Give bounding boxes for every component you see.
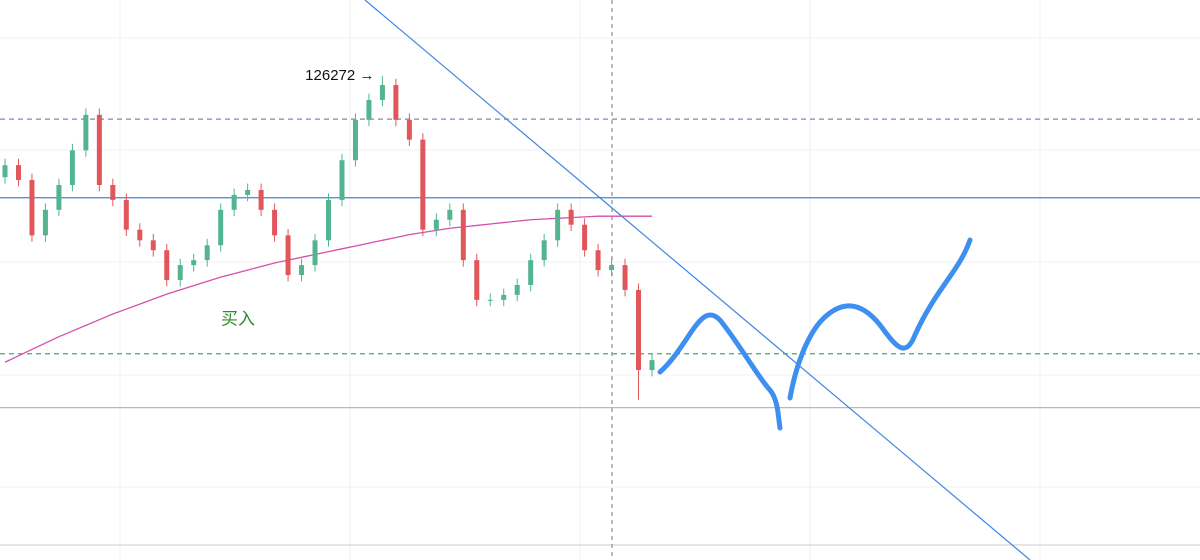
candle-body: [177, 265, 183, 280]
candle-body: [649, 360, 655, 371]
candle-body: [474, 260, 480, 300]
candle-body: [460, 209, 466, 261]
candle-body: [595, 250, 601, 271]
moving-average-line: [4, 215, 652, 363]
candle-body: [393, 85, 399, 120]
candle-body: [285, 235, 291, 276]
candle-body: [150, 240, 156, 251]
candle-body: [272, 209, 278, 236]
candle-body: [487, 299, 493, 301]
candle-body: [245, 189, 251, 195]
candle-body: [123, 199, 129, 230]
candle-body: [96, 114, 102, 186]
candle-body: [420, 139, 426, 230]
candle-body: [110, 185, 116, 200]
candle-body: [501, 294, 507, 300]
candle-body: [582, 224, 588, 251]
candle-body: [56, 185, 62, 210]
candle-body: [258, 189, 264, 210]
candle-body: [164, 250, 170, 280]
candle-body: [29, 180, 35, 236]
forecast-sketch: [657, 237, 973, 431]
candle-body: [339, 160, 345, 200]
candle-body: [326, 199, 331, 241]
candle-body: [191, 260, 197, 266]
candle-body: [514, 284, 520, 295]
peak-annotation: 126272 →: [305, 67, 374, 84]
candle-body: [231, 194, 237, 210]
candle-body: [541, 240, 547, 261]
candle-body: [433, 219, 439, 230]
buy-label: 买入: [221, 309, 255, 328]
candle-body: [204, 245, 210, 261]
trend-line: [364, 0, 1031, 560]
candle-body: [2, 165, 8, 178]
candle-body: [636, 289, 642, 371]
candle-body: [69, 150, 75, 186]
candle-body: [83, 114, 89, 151]
candle-body: [609, 265, 615, 271]
candle-body: [568, 209, 574, 225]
candle-body: [379, 85, 385, 100]
candle-body: [352, 119, 358, 161]
candle-body: [312, 240, 318, 266]
candle-body: [218, 209, 224, 246]
candle-body: [406, 119, 412, 140]
candle-body: [447, 209, 453, 220]
candle-body: [42, 209, 48, 236]
candle-body: [366, 99, 372, 120]
candle-body: [622, 265, 628, 290]
candle-body: [555, 209, 561, 241]
candle-body: [299, 265, 305, 276]
candle-body: [15, 165, 21, 181]
candle-body: [528, 260, 534, 285]
candle-body: [137, 229, 143, 241]
